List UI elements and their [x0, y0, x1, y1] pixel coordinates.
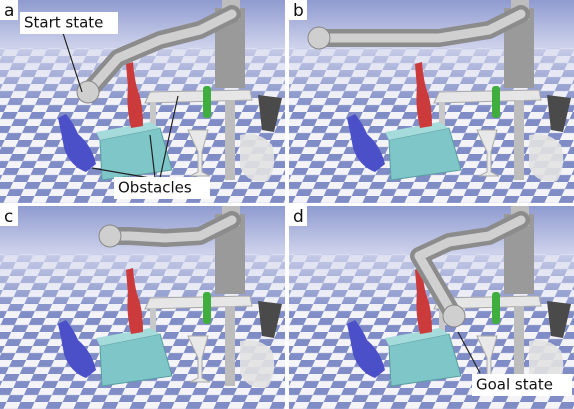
figure: a b c d Start state Obstacles Goal state	[0, 0, 574, 409]
panel-label: a	[4, 1, 14, 21]
green-bottle	[492, 292, 500, 324]
gripper	[308, 27, 330, 49]
panel-label: c	[4, 207, 13, 227]
green-bottle	[492, 86, 500, 118]
panels: a b c d	[0, 0, 574, 409]
green-bottle	[203, 86, 211, 118]
gripper	[99, 225, 121, 247]
panel: b	[289, 0, 574, 203]
panel: c	[0, 206, 285, 409]
annotation: Goal state	[476, 376, 553, 394]
annotation: Obstacles	[118, 179, 192, 197]
table-leg	[225, 100, 235, 180]
panel-label: b	[293, 1, 304, 21]
table-leg	[514, 100, 524, 180]
gripper	[77, 81, 99, 103]
panel-label: d	[293, 207, 304, 227]
annotation: Start state	[24, 14, 103, 32]
gripper	[443, 305, 465, 327]
table-leg	[225, 306, 235, 386]
green-bottle	[203, 292, 211, 324]
